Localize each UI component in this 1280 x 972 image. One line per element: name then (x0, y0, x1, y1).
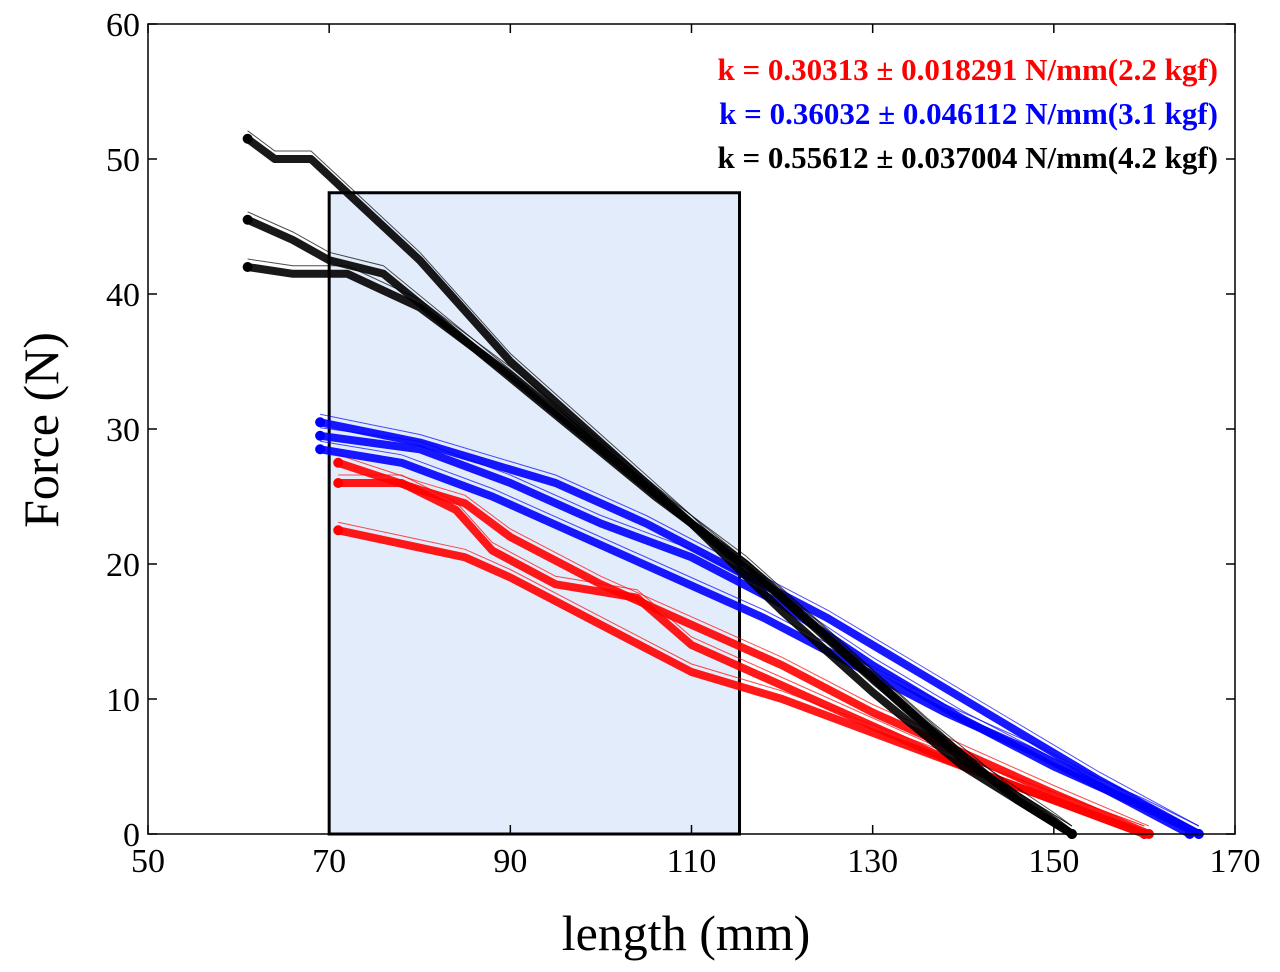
y-tick-label: 30 (106, 412, 140, 449)
y-tick-label: 10 (106, 682, 140, 719)
y-tick-label: 0 (123, 817, 140, 854)
x-tick-label: 150 (1028, 843, 1079, 880)
series-3-fit-3 (247, 258, 1073, 827)
y-tick-label: 60 (106, 7, 140, 44)
series-2-trace-3-point-1 (315, 444, 326, 455)
series-1-fit-3 (338, 521, 1145, 827)
series-3-trace-2-point-1 (242, 214, 253, 225)
series-3 (242, 130, 1077, 839)
annotation-layer: k = 0.30313 ± 0.018291 N/mm(2.2 kgf) k = … (717, 52, 1218, 175)
series-3-fit-2 (247, 211, 1073, 827)
series-1-fit-1 (338, 454, 1150, 827)
series-2-trace-2-point-1 (315, 430, 326, 441)
x-tick-label: 170 (1210, 843, 1261, 880)
series-2-trace-1-point-1 (315, 417, 326, 428)
y-tick-label: 50 (106, 142, 140, 179)
series-3-trace-1-point-1 (242, 133, 253, 144)
series-2-trace-3 (316, 445, 1194, 838)
x-tick-label: 110 (667, 843, 717, 880)
x-tick-label: 70 (312, 843, 346, 880)
series-3-trace-3 (243, 263, 1076, 838)
series-3-trace-1 (243, 134, 1076, 838)
series-2-fit-3 (320, 440, 1190, 827)
x-tick-label: 90 (493, 843, 527, 880)
y-tick-label: 20 (106, 547, 140, 584)
x-axis-title: length (mm) (562, 905, 811, 961)
x-tick-label: 130 (847, 843, 898, 880)
series-1-trace-2-point-1 (333, 478, 344, 488)
annotation-3: k = 0.55612 ± 0.037004 N/mm(4.2 kgf) (717, 140, 1218, 175)
series-layer (242, 130, 1204, 839)
series-1-trace-1-point-1 (333, 457, 344, 468)
annotation-1: k = 0.30313 ± 0.018291 N/mm(2.2 kgf) (717, 52, 1218, 87)
axes-layer: 50 70 90 110 130 150 170 0 10 20 30 40 50 60 (106, 7, 1261, 880)
annotation-2: k = 0.36032 ± 0.046112 N/mm(3.1 kgf) (719, 96, 1218, 131)
y-axis-title: Force (N) (13, 332, 69, 528)
series-3-trace-3-point-1 (242, 262, 253, 272)
series-1-trace-3-point-1 (333, 525, 344, 536)
x-tick-label: 50 (131, 843, 165, 880)
y-tick-label: 40 (106, 277, 140, 314)
